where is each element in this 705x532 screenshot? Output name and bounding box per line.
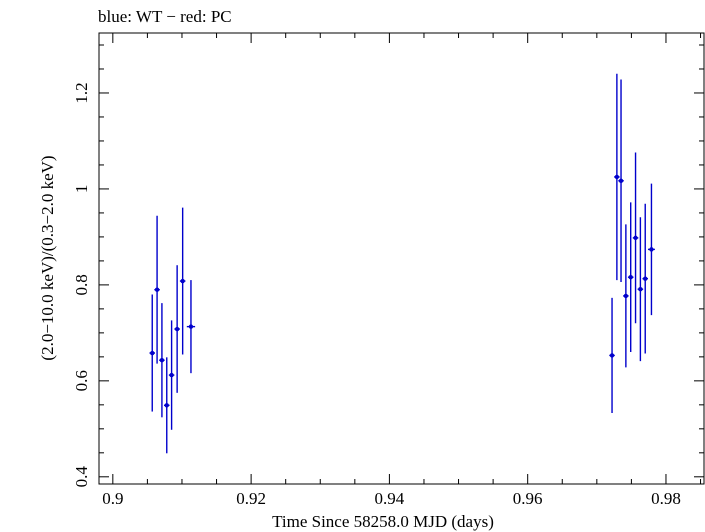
data-point — [637, 217, 644, 362]
point-marker — [643, 276, 648, 281]
point-marker — [638, 287, 643, 292]
data-point — [642, 203, 648, 354]
point-marker — [614, 174, 620, 180]
point-marker — [618, 178, 624, 183]
point-marker — [633, 235, 638, 241]
axis-ticks — [99, 33, 704, 484]
point-marker — [623, 293, 629, 299]
x-axis-label: Time Since 58258.0 MJD (days) — [272, 512, 494, 531]
point-marker — [150, 350, 155, 356]
point-marker — [154, 287, 160, 292]
data-point — [614, 73, 620, 281]
point-marker — [159, 358, 165, 363]
x-tick-label: 0.92 — [236, 489, 266, 508]
data-series — [149, 73, 655, 454]
point-marker — [628, 275, 633, 280]
data-point — [174, 265, 180, 393]
data-point — [632, 152, 639, 324]
y-tick-label: 0.4 — [72, 466, 91, 488]
point-marker — [188, 324, 194, 329]
y-tick-label: 0.8 — [72, 274, 91, 295]
x-tick-label: 0.98 — [651, 489, 681, 508]
y-tick-label: 0.6 — [72, 370, 91, 391]
data-point — [186, 280, 196, 374]
y-tick-label: 1.2 — [72, 82, 91, 103]
data-point — [618, 79, 624, 283]
data-point — [627, 202, 634, 353]
data-point — [149, 294, 156, 412]
x-tick-label: 0.9 — [102, 489, 123, 508]
plot-frame — [98, 32, 705, 485]
point-marker — [180, 278, 185, 284]
data-point — [623, 224, 629, 368]
point-marker — [649, 247, 654, 252]
point-marker — [174, 326, 180, 332]
y-axis-label: (2.0−10.0 keV)/(0.3−2.0 keV) — [38, 155, 57, 360]
y-tick-label: 1 — [72, 185, 91, 194]
data-point — [154, 215, 160, 364]
data-point — [159, 303, 165, 418]
series-wt-late- — [609, 73, 655, 413]
data-point — [609, 297, 615, 413]
point-marker — [169, 372, 174, 378]
x-tick-label: 0.96 — [513, 489, 543, 508]
series-wt — [149, 207, 196, 454]
data-point — [179, 207, 186, 355]
chart-title: blue: WT − red: PC — [98, 7, 232, 26]
data-point — [168, 320, 175, 430]
axis-tick-labels: 0.9 0.92 0.94 0.96 0.98 0.4 0.6 0.8 1 1.2 — [72, 82, 681, 508]
x-tick-label: 0.94 — [375, 489, 405, 508]
point-marker — [609, 353, 615, 358]
point-marker — [164, 403, 169, 408]
data-point — [163, 357, 170, 454]
data-point — [647, 183, 655, 316]
